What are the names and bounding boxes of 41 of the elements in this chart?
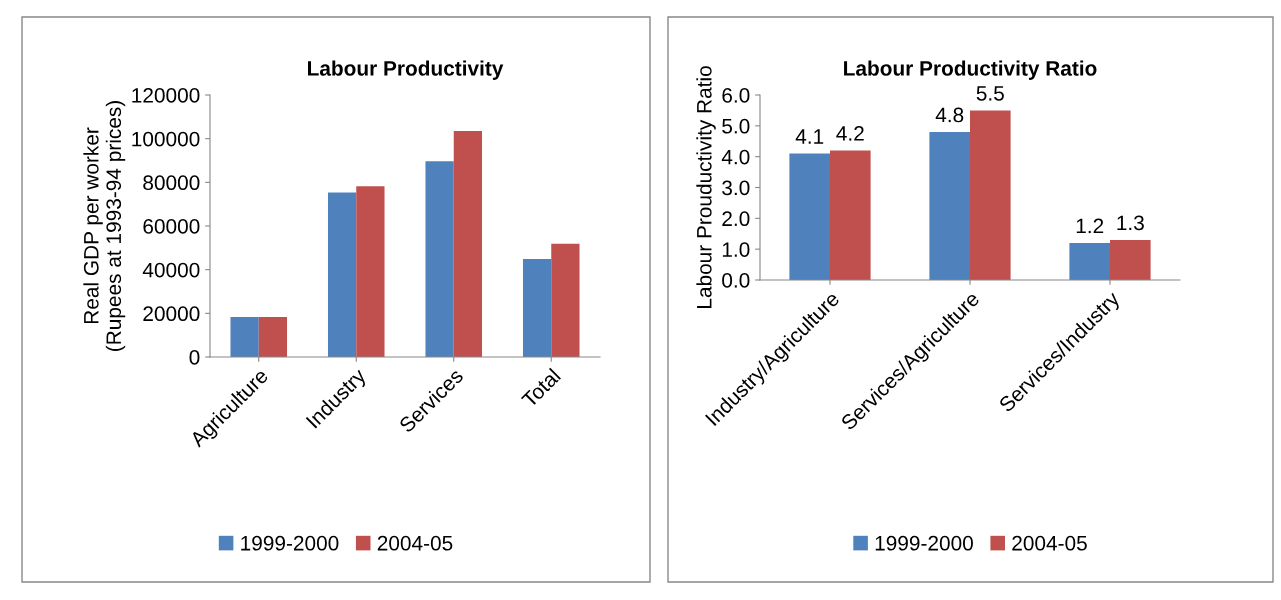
chart-title: Labour Productivity Ratio xyxy=(844,60,1097,80)
data-label: 1.2 xyxy=(1076,218,1104,234)
y-tick-label: 6.0 xyxy=(722,88,750,103)
bar xyxy=(522,258,552,357)
y-tick-label: 1.0 xyxy=(722,242,750,257)
bar xyxy=(425,161,454,357)
data-label: 4.8 xyxy=(935,107,964,123)
bar xyxy=(356,186,385,357)
y-tick-label: 100000 xyxy=(132,131,200,147)
y-tick-label: 0.0 xyxy=(722,273,750,288)
data-label: 4.2 xyxy=(836,126,864,141)
y-tick-label: 60000 xyxy=(143,219,200,234)
bar xyxy=(1069,243,1110,280)
bar xyxy=(551,243,580,357)
y-axis-title: Real GDP per worker (Rupees at 1993-94 prices) xyxy=(83,101,126,351)
y-tick-label: 2.0 xyxy=(722,211,750,227)
y-tick-label: 80000 xyxy=(143,175,200,191)
y-tick-label: 120000 xyxy=(132,88,200,103)
bar xyxy=(830,150,871,280)
y-tick-label: 20000 xyxy=(143,306,200,322)
bar xyxy=(453,131,483,357)
bar xyxy=(230,317,259,357)
y-tick-label: 0 xyxy=(189,350,200,365)
bar xyxy=(789,153,830,280)
y-tick-label: 40000 xyxy=(142,262,200,278)
legend-label: 1999-2000 xyxy=(875,535,973,551)
legend-label: 2004-05 xyxy=(1012,535,1087,551)
bar xyxy=(929,132,970,280)
y-tick-label: 4.0 xyxy=(721,149,750,165)
data-label: 1.3 xyxy=(1117,215,1144,231)
bar xyxy=(327,192,357,357)
chart-title: Labour Productivity xyxy=(308,60,504,80)
bar xyxy=(258,317,288,357)
legend-label: 1999-2000 xyxy=(241,535,339,551)
bar xyxy=(1110,239,1151,280)
y-tick-label: 3.0 xyxy=(722,180,750,196)
legend-label: 2004-05 xyxy=(377,535,453,551)
data-label: 4.1 xyxy=(795,129,824,144)
y-tick-label: 5.0 xyxy=(722,118,750,134)
data-label: 5.5 xyxy=(976,86,1004,101)
bar xyxy=(970,110,1011,280)
